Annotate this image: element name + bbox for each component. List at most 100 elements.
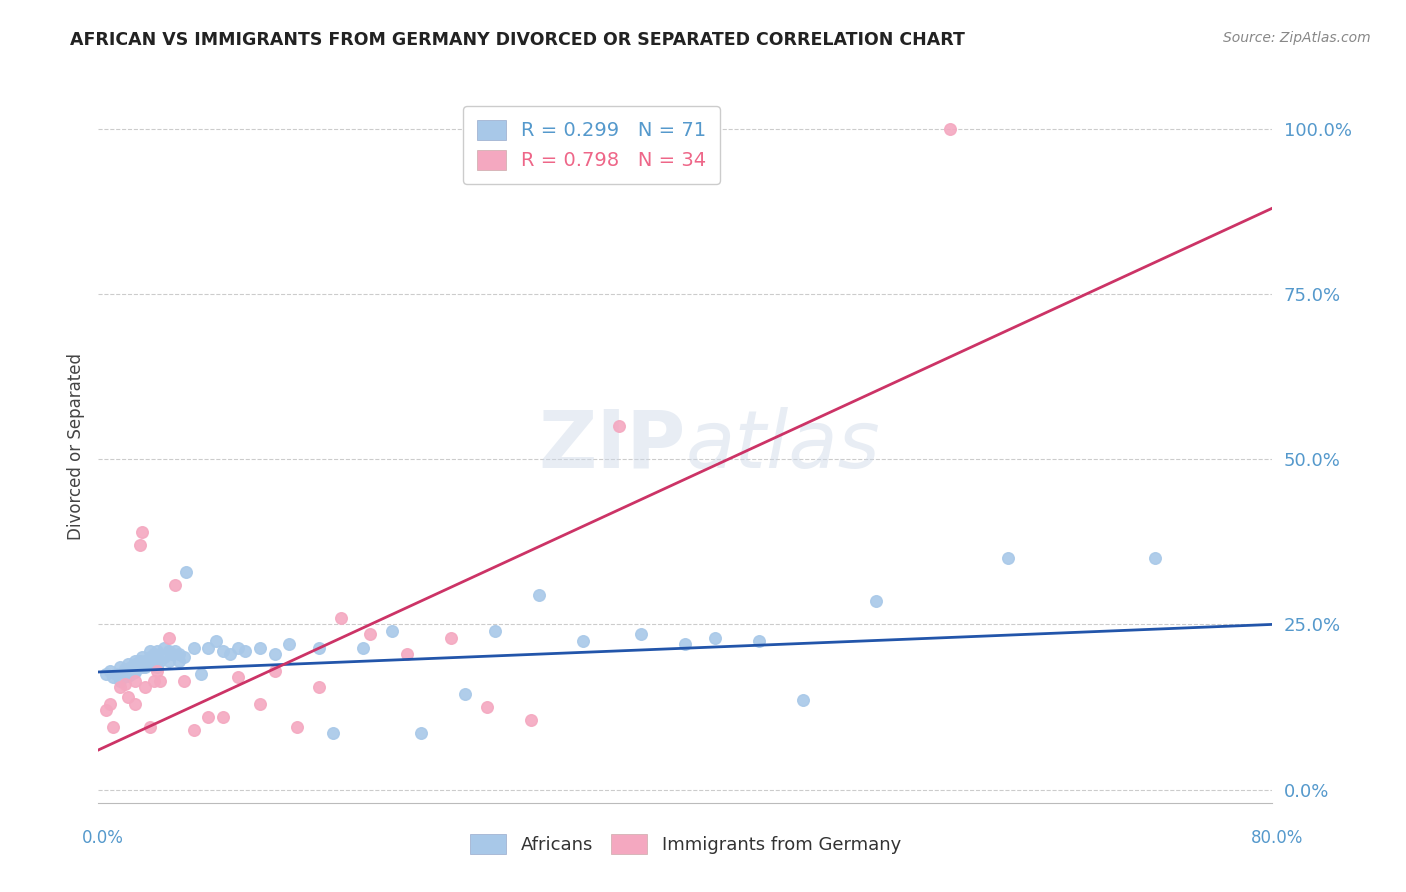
Y-axis label: Divorced or Separated: Divorced or Separated <box>66 352 84 540</box>
Point <box>308 640 330 655</box>
Point <box>134 660 156 674</box>
Point <box>117 669 139 683</box>
Point <box>120 667 142 681</box>
Point <box>226 640 249 655</box>
Point <box>197 640 219 655</box>
Point <box>411 726 433 740</box>
Point <box>163 578 186 592</box>
Text: AFRICAN VS IMMIGRANTS FROM GERMANY DIVORCED OR SEPARATED CORRELATION CHART: AFRICAN VS IMMIGRANTS FROM GERMANY DIVOR… <box>70 31 965 49</box>
Point <box>173 673 195 688</box>
Point <box>120 660 142 674</box>
Point <box>139 720 162 734</box>
Point <box>527 588 550 602</box>
Point <box>219 647 242 661</box>
Point <box>114 662 136 676</box>
Point <box>110 673 132 688</box>
Point <box>143 654 166 668</box>
Point <box>131 656 153 670</box>
Point <box>675 637 697 651</box>
Point <box>134 654 156 668</box>
Point <box>359 627 381 641</box>
Point <box>94 703 117 717</box>
Point <box>124 657 146 671</box>
Point <box>124 665 146 679</box>
Point <box>167 647 190 661</box>
Point <box>1144 551 1167 566</box>
Point <box>249 697 271 711</box>
Point <box>263 664 285 678</box>
Point <box>143 647 166 661</box>
Point <box>131 524 153 539</box>
Point <box>205 634 228 648</box>
Point <box>285 720 308 734</box>
Point <box>263 647 285 661</box>
Point <box>146 660 169 674</box>
Point <box>477 700 499 714</box>
Point <box>134 680 156 694</box>
Point <box>278 637 301 651</box>
Point <box>128 658 150 673</box>
Point <box>128 538 150 552</box>
Point <box>381 624 404 638</box>
Point <box>163 644 186 658</box>
Point <box>139 657 162 671</box>
Point <box>98 697 121 711</box>
Point <box>484 624 506 638</box>
Point <box>98 664 121 678</box>
Point <box>197 710 219 724</box>
Point <box>149 673 172 688</box>
Point <box>101 670 124 684</box>
Point <box>105 667 128 681</box>
Legend: Africans, Immigrants from Germany: Africans, Immigrants from Germany <box>463 827 908 862</box>
Point <box>114 677 136 691</box>
Point <box>124 664 146 678</box>
Point <box>233 644 256 658</box>
Text: 80.0%: 80.0% <box>1250 829 1303 847</box>
Point <box>117 665 139 679</box>
Point <box>609 419 631 434</box>
Point <box>153 650 176 665</box>
Point <box>117 657 139 671</box>
Point <box>124 654 146 668</box>
Point <box>865 594 887 608</box>
Point <box>322 726 344 740</box>
Point <box>395 647 418 661</box>
Point <box>173 650 195 665</box>
Point <box>329 611 352 625</box>
Point <box>139 650 162 665</box>
Point <box>110 660 132 674</box>
Point <box>454 687 477 701</box>
Point <box>149 654 172 668</box>
Point <box>212 710 235 724</box>
Point <box>792 693 814 707</box>
Point <box>157 644 180 658</box>
Point <box>748 634 770 648</box>
Point <box>630 627 652 641</box>
Point <box>167 654 190 668</box>
Point <box>520 713 543 727</box>
Point <box>153 640 176 655</box>
Point <box>94 667 117 681</box>
Text: 0.0%: 0.0% <box>82 829 124 847</box>
Point <box>439 631 461 645</box>
Point <box>117 690 139 704</box>
Point <box>101 720 124 734</box>
Point <box>183 723 205 738</box>
Point <box>183 640 205 655</box>
Point <box>146 644 169 658</box>
Point <box>114 665 136 679</box>
Point <box>110 680 132 694</box>
Point <box>571 634 593 648</box>
Point <box>190 667 212 681</box>
Point <box>176 565 198 579</box>
Point <box>160 647 183 661</box>
Point <box>143 673 166 688</box>
Point <box>938 121 960 136</box>
Point <box>308 680 330 694</box>
Text: Source: ZipAtlas.com: Source: ZipAtlas.com <box>1223 31 1371 45</box>
Point <box>352 640 374 655</box>
Point <box>249 640 271 655</box>
Point <box>131 650 153 665</box>
Point <box>146 664 169 678</box>
Point <box>226 670 249 684</box>
